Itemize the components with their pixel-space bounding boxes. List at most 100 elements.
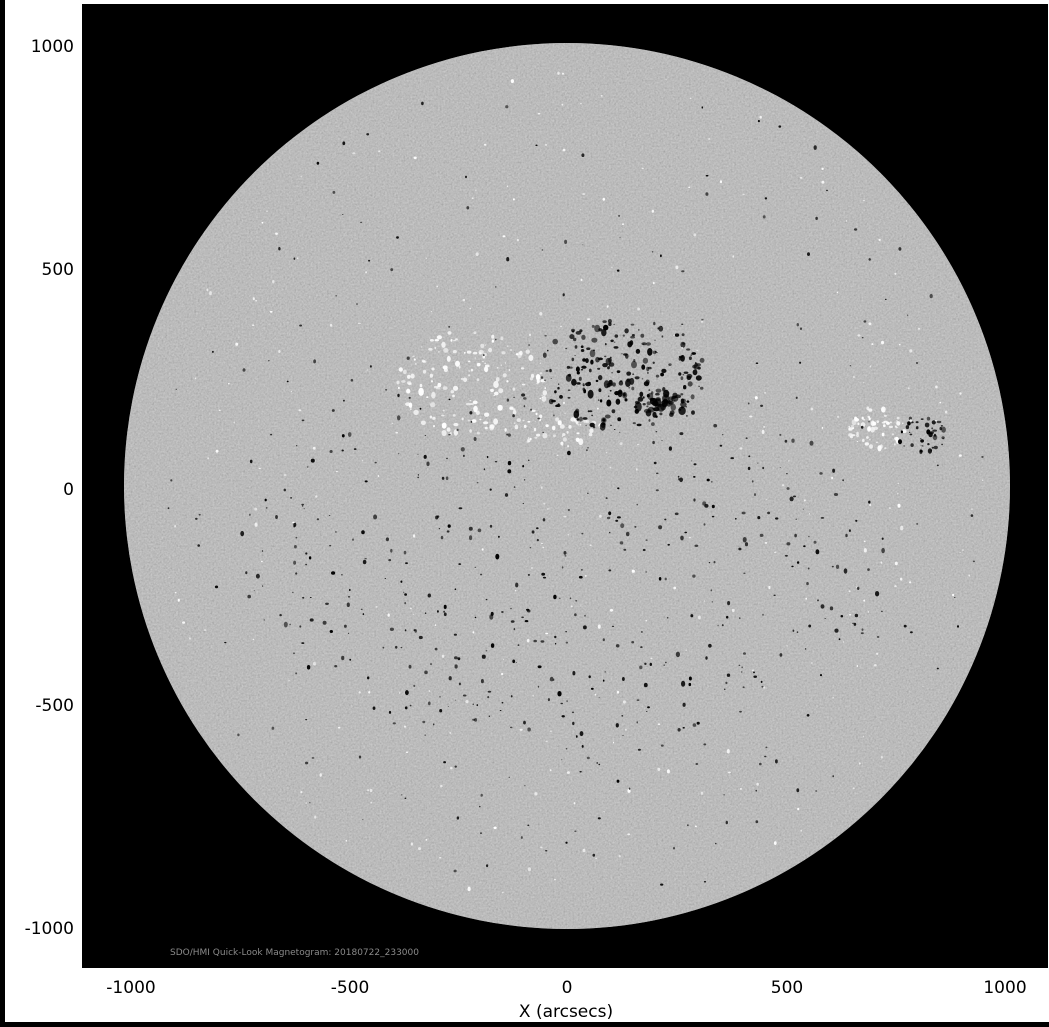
polarity-speckle [298, 409, 302, 412]
polarity-speckle [761, 429, 765, 434]
polarity-speckle [526, 608, 530, 611]
polarity-speckle [350, 379, 354, 382]
x-tick-label: -500 [330, 978, 370, 998]
polarity-speckle [462, 694, 467, 697]
polarity-speckle [692, 369, 698, 376]
polarity-speckle [655, 374, 660, 378]
polarity-speckle [604, 355, 607, 358]
polarity-speckle [385, 388, 388, 391]
polarity-speckle [597, 624, 601, 629]
polarity-speckle [415, 362, 417, 365]
polarity-speckle [821, 167, 824, 170]
polarity-speckle [601, 417, 607, 424]
polarity-speckle [506, 257, 510, 262]
polarity-speckle [863, 418, 865, 421]
polarity-speckle [590, 359, 594, 365]
polarity-speckle [635, 348, 641, 354]
polarity-speckle [603, 811, 605, 813]
polarity-speckle [516, 238, 519, 242]
y-tick-label: -500 [35, 696, 74, 716]
polarity-speckle [853, 375, 855, 379]
polarity-speckle [587, 410, 590, 413]
polarity-speckle [471, 197, 474, 199]
polarity-speckle [458, 563, 462, 565]
polarity-speckle [852, 787, 855, 790]
polarity-speckle [691, 352, 696, 355]
polarity-speckle [922, 685, 924, 687]
polarity-speckle [563, 401, 565, 405]
polarity-speckle [434, 624, 437, 627]
polarity-speckle [452, 414, 456, 417]
polarity-speckle [322, 620, 327, 625]
polarity-speckle [446, 355, 451, 362]
polarity-speckle [506, 433, 508, 436]
polarity-speckle [881, 432, 885, 437]
polarity-speckle [567, 534, 569, 536]
polarity-speckle [413, 156, 417, 160]
polarity-speckle [926, 416, 931, 421]
polarity-speckle [661, 335, 664, 338]
polarity-speckle [688, 356, 692, 361]
polarity-speckle [915, 426, 919, 430]
polarity-speckle [767, 511, 771, 515]
polarity-speckle [549, 676, 554, 682]
polarity-speckle [848, 427, 853, 431]
polarity-speckle [936, 667, 939, 670]
polarity-speckle [396, 380, 400, 385]
polarity-speckle [512, 408, 516, 411]
polarity-speckle [504, 493, 509, 497]
polarity-speckle [521, 383, 526, 386]
polarity-speckle [680, 393, 684, 396]
polarity-speckle [534, 436, 538, 439]
polarity-speckle [283, 621, 288, 628]
polarity-speckle [840, 615, 844, 618]
polarity-speckle [395, 431, 399, 434]
polarity-speckle [762, 613, 764, 616]
polarity-speckle [871, 343, 874, 345]
polarity-speckle [364, 558, 367, 560]
polarity-speckle [862, 438, 865, 443]
polarity-speckle [292, 591, 294, 593]
polarity-speckle [642, 403, 646, 406]
polarity-speckle [349, 658, 352, 661]
polarity-speckle [560, 441, 564, 446]
polarity-speckle [757, 462, 759, 464]
polarity-speckle [537, 665, 542, 669]
polarity-speckle [315, 495, 318, 498]
polarity-speckle [634, 401, 642, 412]
polarity-speckle [759, 533, 764, 538]
polarity-speckle [495, 286, 497, 288]
polarity-speckle [412, 613, 414, 615]
polarity-speckle [423, 454, 427, 459]
polarity-speckle [495, 553, 500, 560]
polarity-speckle [952, 593, 955, 597]
polarity-speckle [367, 789, 369, 792]
polarity-speckle [443, 604, 447, 610]
polarity-speckle [602, 423, 606, 426]
polarity-speckle [168, 576, 170, 578]
polarity-speckle [808, 535, 810, 538]
polarity-speckle [855, 519, 858, 522]
polarity-speckle [683, 371, 689, 374]
polarity-speckle [652, 361, 655, 364]
polarity-speckle [613, 346, 619, 349]
polarity-speckle [526, 440, 530, 443]
polarity-speckle [623, 548, 627, 551]
polarity-speckle [665, 661, 667, 664]
polarity-speckle [799, 327, 803, 331]
polarity-speckle [609, 390, 612, 392]
polarity-speckle [646, 401, 651, 406]
polarity-speckle [703, 743, 707, 746]
polarity-speckle [374, 461, 377, 464]
polarity-speckle [791, 565, 794, 568]
polarity-speckle [652, 400, 659, 407]
polarity-speckle [861, 628, 864, 631]
polarity-speckle [655, 489, 659, 492]
polarity-speckle [528, 354, 534, 361]
polarity-speckle [638, 329, 640, 331]
polarity-speckle [404, 797, 407, 799]
polarity-speckle [571, 711, 575, 714]
polarity-speckle [578, 376, 582, 381]
polarity-speckle [453, 422, 459, 427]
polarity-speckle [572, 671, 576, 676]
